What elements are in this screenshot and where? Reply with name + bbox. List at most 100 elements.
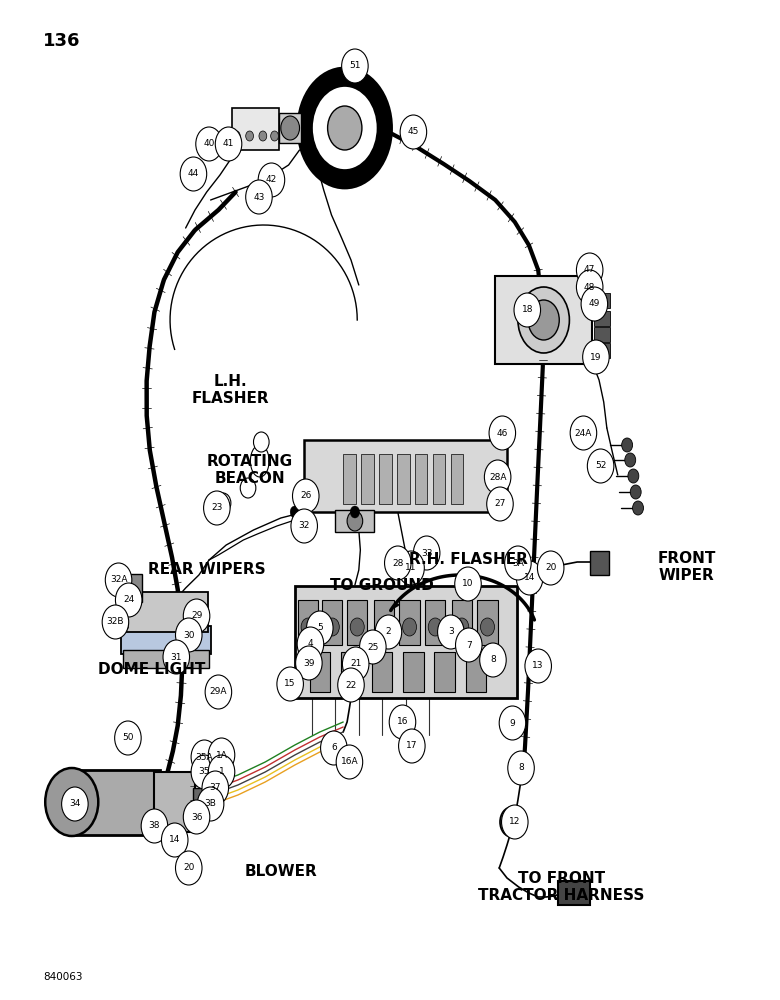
Circle shape [514, 293, 541, 327]
FancyBboxPatch shape [397, 454, 410, 504]
FancyBboxPatch shape [119, 574, 142, 602]
Circle shape [328, 106, 362, 150]
Circle shape [290, 506, 300, 518]
Circle shape [487, 487, 513, 521]
Circle shape [258, 163, 285, 197]
Text: 22: 22 [346, 680, 356, 690]
Circle shape [117, 584, 129, 600]
Text: 3B: 3B [204, 800, 217, 808]
Circle shape [254, 432, 269, 452]
Circle shape [389, 705, 416, 739]
Circle shape [292, 479, 319, 513]
FancyBboxPatch shape [123, 650, 209, 668]
FancyBboxPatch shape [415, 454, 427, 504]
Circle shape [480, 618, 495, 636]
Circle shape [518, 287, 569, 353]
Circle shape [204, 491, 230, 525]
Text: 23: 23 [211, 504, 222, 512]
Text: 50: 50 [122, 734, 133, 742]
Text: 17: 17 [406, 742, 417, 750]
Circle shape [455, 618, 469, 636]
FancyBboxPatch shape [279, 113, 301, 143]
Circle shape [141, 809, 168, 843]
Text: 44: 44 [188, 169, 199, 178]
Text: 20: 20 [183, 863, 194, 872]
Circle shape [62, 787, 88, 821]
Text: 47: 47 [584, 265, 595, 274]
Circle shape [489, 416, 516, 450]
Circle shape [296, 646, 322, 680]
FancyBboxPatch shape [126, 592, 208, 632]
Circle shape [505, 546, 531, 580]
Circle shape [176, 618, 202, 652]
Text: 37: 37 [210, 784, 221, 792]
FancyBboxPatch shape [379, 454, 392, 504]
Text: 18: 18 [522, 306, 533, 314]
Circle shape [307, 611, 333, 645]
Text: 21: 21 [350, 660, 361, 668]
FancyBboxPatch shape [310, 652, 330, 692]
Circle shape [163, 640, 190, 674]
Text: 8: 8 [490, 656, 496, 664]
Circle shape [385, 546, 411, 580]
FancyBboxPatch shape [594, 293, 610, 308]
Circle shape [208, 738, 235, 772]
Circle shape [161, 823, 188, 857]
FancyBboxPatch shape [232, 108, 279, 150]
Text: 48: 48 [584, 282, 595, 292]
Text: 39: 39 [303, 658, 314, 668]
Text: 14: 14 [169, 836, 180, 844]
Circle shape [576, 253, 603, 287]
FancyBboxPatch shape [403, 652, 424, 692]
Text: L.H.
FLASHER: L.H. FLASHER [191, 374, 269, 406]
Circle shape [583, 340, 609, 374]
Text: FRONT
WIPER: FRONT WIPER [658, 551, 715, 583]
FancyBboxPatch shape [590, 551, 609, 575]
Text: 29A: 29A [210, 688, 227, 696]
Circle shape [350, 618, 364, 636]
Circle shape [528, 300, 559, 340]
Text: 43: 43 [254, 192, 264, 202]
FancyBboxPatch shape [193, 788, 211, 818]
Text: 29: 29 [191, 611, 202, 620]
Text: 19: 19 [590, 353, 601, 361]
FancyBboxPatch shape [495, 276, 592, 364]
Circle shape [413, 536, 440, 570]
Text: 35A: 35A [196, 752, 213, 762]
Circle shape [271, 131, 278, 141]
Circle shape [398, 551, 424, 585]
Circle shape [338, 668, 364, 702]
Text: 28: 28 [392, 558, 403, 568]
Circle shape [176, 851, 202, 885]
Text: 13: 13 [533, 662, 544, 670]
FancyBboxPatch shape [341, 652, 361, 692]
Circle shape [633, 501, 644, 515]
Text: 16A: 16A [341, 758, 358, 766]
Circle shape [484, 460, 511, 494]
Circle shape [301, 618, 315, 636]
Text: 30: 30 [183, 631, 194, 640]
FancyBboxPatch shape [594, 343, 610, 358]
FancyBboxPatch shape [558, 881, 590, 905]
Circle shape [350, 506, 360, 518]
Text: 8: 8 [518, 764, 524, 772]
Circle shape [183, 800, 210, 834]
Text: 5: 5 [317, 624, 323, 633]
Text: 26: 26 [300, 491, 311, 500]
Text: TO GROUND: TO GROUND [330, 578, 434, 592]
Circle shape [525, 649, 551, 683]
Circle shape [325, 618, 339, 636]
Circle shape [587, 449, 614, 483]
Text: 27: 27 [495, 499, 505, 508]
Circle shape [576, 270, 603, 304]
Circle shape [628, 469, 639, 483]
Text: 24: 24 [123, 595, 134, 604]
Text: DOME LIGHT: DOME LIGHT [98, 662, 206, 678]
Circle shape [246, 131, 254, 141]
Text: REAR WIPERS: REAR WIPERS [148, 562, 265, 578]
Text: 6: 6 [331, 744, 337, 752]
Circle shape [455, 567, 481, 601]
FancyBboxPatch shape [594, 327, 610, 342]
Circle shape [499, 706, 526, 740]
Circle shape [570, 416, 597, 450]
